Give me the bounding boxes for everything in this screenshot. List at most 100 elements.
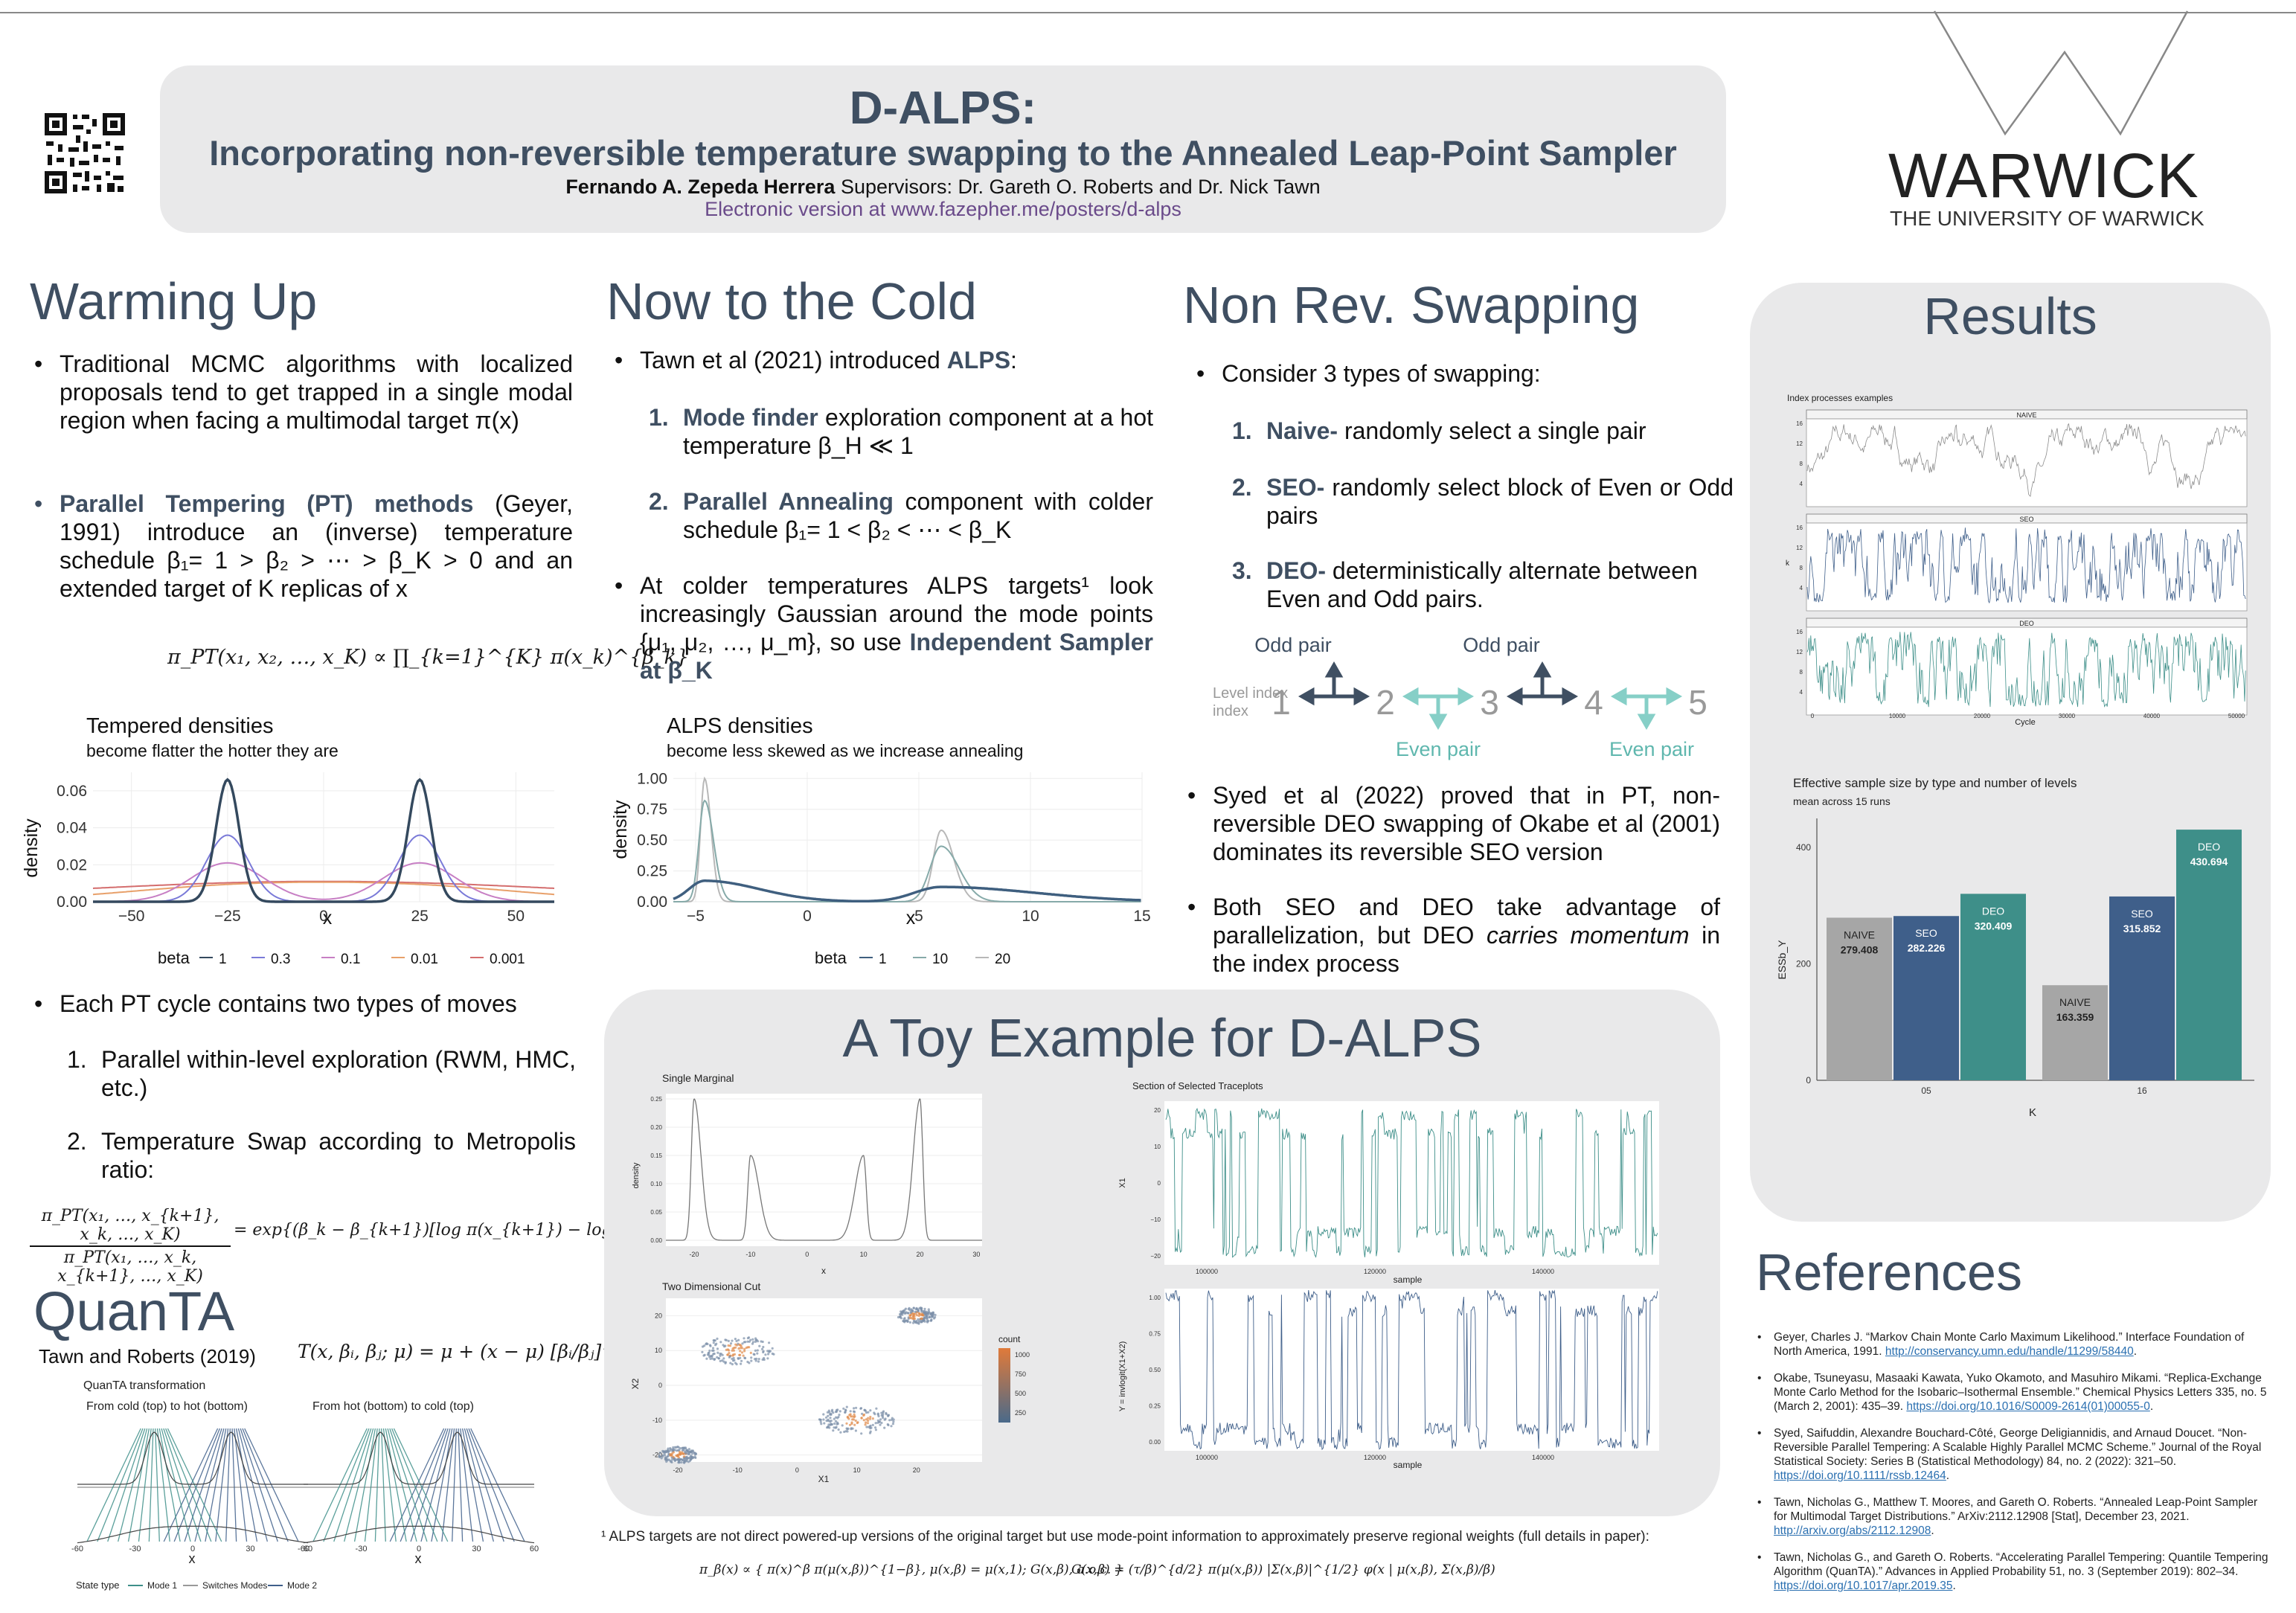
transform-path — [410, 1428, 449, 1542]
x-tick-label: 30 — [472, 1545, 481, 1553]
level-4: 4 — [1584, 683, 1603, 722]
y-tick-label: 0.25 — [1149, 1403, 1161, 1410]
qr-code-icon[interactable] — [43, 112, 126, 195]
reference-link[interactable]: http://conservancy.umn.edu/handle/11299/… — [1885, 1345, 2134, 1358]
x-tick-label: -60 — [298, 1545, 310, 1553]
reference-link[interactable]: https://doi.org/10.1017/apr.2019.35 — [1774, 1580, 1953, 1592]
transform-path — [225, 1428, 231, 1542]
reference-link[interactable]: https://doi.org/10.1016/S0009-2614(01)00… — [1906, 1400, 2150, 1413]
density-point — [838, 1414, 841, 1417]
x-tick-label: -10 — [745, 1251, 755, 1258]
density-point — [822, 1418, 825, 1421]
density-point — [899, 1315, 902, 1318]
x-tick-label: 10 — [860, 1251, 868, 1258]
nonrev-item-2: 2. SEO- randomly select block of Even or… — [1232, 473, 1734, 530]
right-panel-caption: From hot (bottom) to cold (top) — [312, 1400, 474, 1413]
density-point — [837, 1415, 840, 1419]
reference-link[interactable]: http://arxiv.org/abs/2112.12908 — [1774, 1524, 1931, 1537]
density-point — [762, 1345, 765, 1349]
item-number: 3. — [1232, 557, 1252, 584]
density-point — [887, 1423, 890, 1427]
reference-link[interactable]: https://doi.org/10.1111/rssb.12464 — [1774, 1469, 1946, 1482]
hot-density-curve — [77, 1525, 309, 1544]
quanta-transformation-figure: QuanTA transformation From cold (top) to… — [71, 1379, 539, 1591]
odd-pair-label-1: Odd pair — [1254, 634, 1332, 656]
reference-list: • Geyer, Charles J. “Markov Chain Monte C… — [1757, 1330, 2271, 1606]
x-tick-label: -60 — [71, 1545, 83, 1553]
density-point — [892, 1418, 895, 1421]
pt-target-formula: π_PT(x₁, x₂, …, x_K) ∝ ∏_{k=1}^{K} π(x_k… — [167, 646, 690, 669]
density-point — [746, 1340, 749, 1343]
legend-entry: 0.3 — [271, 952, 290, 967]
density-point — [737, 1338, 740, 1341]
density-point — [738, 1343, 741, 1347]
x-tick-label: 30 — [972, 1251, 980, 1258]
density-point — [742, 1354, 745, 1357]
density-point — [917, 1309, 920, 1312]
transform-path — [155, 1428, 160, 1542]
bullet-dot: • — [34, 350, 43, 377]
nonrev-bullet-3: • Both SEO and DEO take advantage of par… — [1187, 893, 1720, 978]
transform-path — [138, 1428, 152, 1542]
density-point — [833, 1422, 836, 1426]
density-point — [754, 1340, 757, 1343]
ratio-numerator: π_PT(x₁, …, x_{k+1}, x_k, …, x_K) — [30, 1207, 231, 1247]
transform-path — [464, 1428, 494, 1542]
plot-area — [666, 1298, 982, 1462]
density-point — [926, 1320, 929, 1323]
density-point — [859, 1407, 862, 1410]
density-point — [899, 1312, 902, 1316]
density-point — [743, 1341, 745, 1344]
transform-path — [205, 1428, 227, 1542]
electronic-version-link[interactable]: Electronic version at www.fazepher.me/po… — [705, 198, 1181, 220]
y-tick-label: 0.25 — [637, 863, 667, 880]
density-point — [917, 1318, 920, 1321]
density-point — [930, 1318, 933, 1321]
y-tick-label: 0.02 — [57, 856, 87, 873]
series-line-beta-1 — [93, 777, 554, 903]
y-tick-label: 0.25 — [650, 1096, 662, 1103]
density-point — [663, 1450, 666, 1453]
density-point — [678, 1449, 681, 1452]
legend-switches: Switches Modes — [202, 1580, 267, 1591]
transform-path — [97, 1428, 144, 1542]
density-point — [844, 1430, 847, 1433]
section-heading-toy-example: A Toy Example for D-ALPS — [842, 1009, 1482, 1068]
legend-title: beta — [158, 949, 190, 967]
density-point — [734, 1338, 737, 1341]
density-point — [749, 1351, 752, 1354]
density-point — [725, 1338, 728, 1341]
density-point — [865, 1418, 868, 1421]
bullet-dot: • — [1757, 1372, 1762, 1385]
cold-density-curve — [77, 1431, 308, 1485]
logo-subtitle: THE UNIVERSITY OF WARWICK — [1890, 207, 2204, 230]
density-point — [716, 1351, 719, 1354]
transform-path — [468, 1428, 515, 1542]
density-point — [712, 1341, 715, 1344]
density-point — [834, 1426, 837, 1429]
single-marginal-plot: Single Marginal density x 0.00 0.05 0.10 0.… — [632, 1072, 982, 1276]
density-point — [728, 1344, 732, 1347]
transform-path — [86, 1428, 141, 1542]
transform-path — [323, 1428, 370, 1542]
y-tick-label: 0 — [1806, 1075, 1811, 1086]
selected-traceplots: Section of Selected Traceplots X1 Y = in… — [1118, 1080, 1659, 1470]
density-point — [722, 1360, 725, 1363]
density-point — [867, 1417, 870, 1420]
density-point — [752, 1353, 755, 1356]
supervisors: Supervisors: Dr. Gareth O. Roberts and D… — [840, 176, 1321, 198]
density-point — [717, 1357, 720, 1360]
transform-path — [381, 1428, 386, 1542]
density-point — [676, 1458, 679, 1461]
count-tick-label: 1000 — [1015, 1351, 1030, 1359]
warming-bullet-1: • Traditional MCMC algorithms with local… — [34, 350, 573, 434]
density-point — [865, 1411, 868, 1414]
density-point — [849, 1410, 852, 1413]
bar-naive-16 — [2042, 985, 2108, 1080]
bullet-dot: • — [1757, 1331, 1762, 1344]
y-tick-label: 8 — [1800, 565, 1803, 571]
legend-entry: 10 — [932, 952, 948, 967]
density-point — [670, 1448, 673, 1451]
bar-value-label: 320.409 — [1975, 920, 2013, 931]
x-tick-label: 40000 — [2143, 713, 2161, 719]
